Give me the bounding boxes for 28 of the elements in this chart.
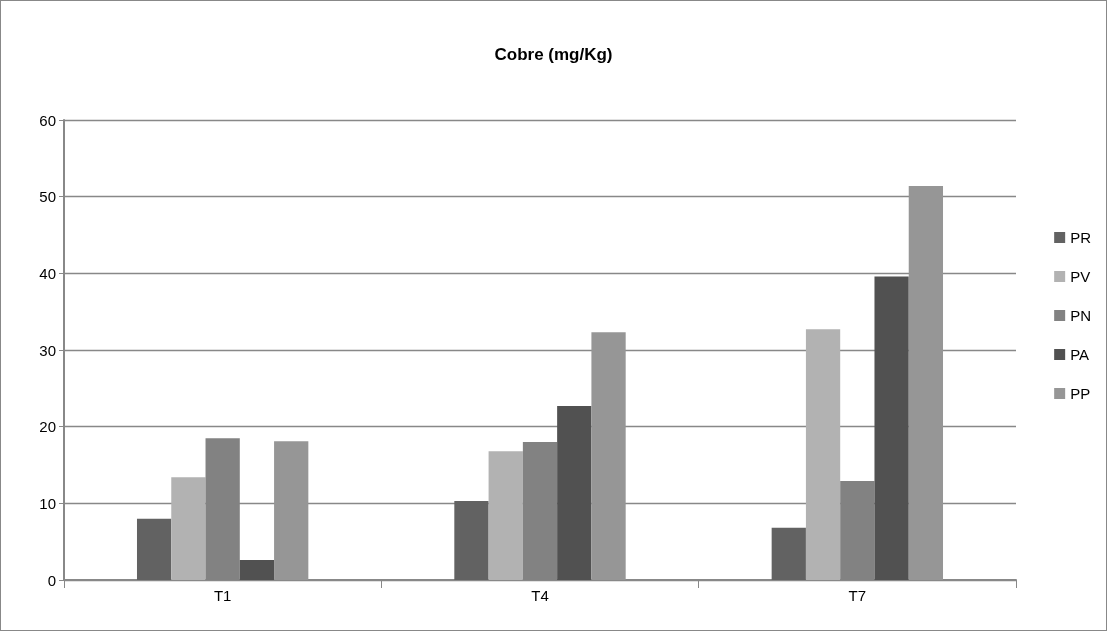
- legend-label: PP: [1070, 385, 1091, 402]
- bar: [454, 501, 489, 580]
- y-tick-label: 0: [47, 571, 56, 589]
- bar: [488, 451, 523, 580]
- x-tick-label: T1: [213, 587, 232, 604]
- chart-title: Cobre (mg/Kg): [494, 45, 613, 64]
- bar: [805, 329, 841, 580]
- bar: [557, 405, 592, 580]
- y-tick-label: 60: [39, 111, 56, 129]
- legend-label: PA: [1070, 346, 1090, 363]
- y-tick-label: 20: [39, 418, 56, 436]
- legend-label: PR: [1070, 229, 1092, 246]
- bar: [591, 332, 626, 580]
- bar: [908, 185, 944, 580]
- bar: [136, 518, 172, 580]
- legend-label: PN: [1070, 307, 1092, 324]
- y-tick-label: 40: [39, 264, 56, 282]
- bar: [239, 560, 275, 580]
- x-tick-label: T4: [531, 587, 549, 604]
- y-tick-label: 30: [39, 341, 56, 359]
- y-tick-label: 50: [39, 188, 56, 206]
- bar: [771, 527, 806, 580]
- bar: [171, 477, 206, 580]
- y-tick-label: 10: [39, 494, 56, 512]
- bar: [274, 441, 309, 580]
- x-tick-label: T7: [848, 587, 867, 604]
- bar: [874, 276, 909, 580]
- legend-label: PV: [1070, 268, 1091, 285]
